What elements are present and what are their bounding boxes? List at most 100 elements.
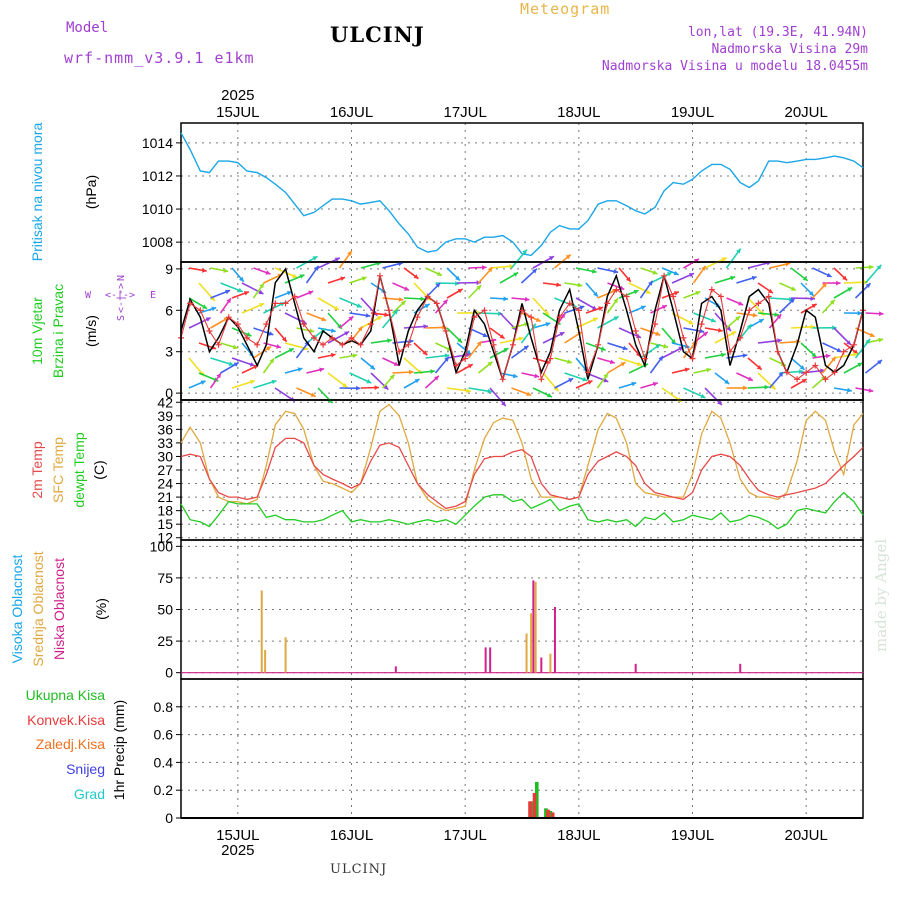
wind-arrow-head — [868, 264, 874, 270]
wind-arrow-head — [842, 275, 848, 281]
wind-arrow-head — [487, 361, 493, 367]
wind-arrow-head — [237, 287, 243, 293]
wind-arrow-head — [553, 386, 559, 392]
y-tick-label: 36 — [157, 421, 173, 437]
wind-arrow-head — [637, 361, 642, 367]
year-label-bottom: 2025 — [221, 842, 254, 859]
wind-gust-marker — [396, 348, 403, 355]
wind-arrow-head — [746, 324, 752, 330]
wind-gust-marker — [234, 321, 241, 328]
x-tick-label-bottom: 18JUL — [557, 827, 600, 844]
wind-arrow-head — [544, 310, 550, 316]
y-tick-label: 50 — [157, 602, 173, 618]
wind-arrow-head — [684, 367, 690, 373]
wind-arrow-head — [613, 316, 619, 321]
wind-arrow-head — [444, 353, 450, 359]
precip-legend-item: Snijeg — [66, 761, 105, 777]
wind-arrow-head — [435, 283, 441, 288]
wind-arrow-head — [758, 319, 764, 324]
wind-arrow-head — [736, 248, 741, 254]
wind-gust-marker — [547, 355, 554, 362]
wind-gust-marker — [348, 334, 355, 341]
wind-arrow-head — [466, 352, 471, 358]
wind-arrow-head — [223, 268, 229, 273]
y-tick-label: 21 — [157, 489, 173, 505]
wind-arrow-head — [565, 254, 571, 260]
wind-arrow-head — [822, 282, 827, 288]
wind-gust-marker — [632, 328, 639, 334]
wind-arrow-head — [545, 322, 551, 327]
wind-arrow-head — [667, 272, 672, 277]
wind-gust-marker — [442, 328, 449, 334]
wind-axis-title-2: Brzina i Pravac — [50, 284, 66, 378]
x-tick-label-bottom: 17JUL — [443, 827, 486, 844]
temp-axis-title-dewpt: dewpt Temp — [71, 432, 87, 507]
wind-arrow-head — [414, 379, 420, 384]
wind-arrow-head — [700, 393, 706, 399]
wind-arrow-head — [347, 250, 352, 256]
wind-arrow-head — [376, 316, 382, 321]
x-tick-label-bottom: 20JUL — [784, 827, 827, 844]
wind-arrow-head — [785, 261, 790, 267]
x-tick-label-bottom: 15JUL — [216, 827, 259, 844]
wind-arrow-head — [393, 309, 398, 315]
wind-gust-marker — [623, 293, 630, 300]
compass-south: S — [116, 315, 127, 321]
cloud-axis-title-high: Visoka Oblacnost — [9, 555, 25, 664]
wind-arrow-head — [613, 298, 618, 304]
wind-arrow-head — [523, 345, 529, 351]
wind-arrow-head — [701, 265, 706, 271]
wind-arrow-head — [756, 365, 762, 370]
wind-gust-marker — [698, 321, 705, 328]
wind-arrow-head — [830, 299, 835, 305]
y-tick-label: 0.6 — [154, 727, 174, 743]
wind-arrow-head — [292, 273, 297, 278]
wind-arrow-head — [266, 346, 272, 351]
precip-legend-item: Ukupna Kisa — [26, 687, 106, 703]
wind-arrow-head — [774, 312, 779, 317]
precip-bar — [535, 781, 539, 818]
y-tick-label: 0 — [165, 385, 173, 401]
wind-gust-marker — [291, 293, 298, 300]
wind-arrow-head — [587, 380, 593, 385]
wind-arrow-head — [645, 289, 651, 294]
wind-arrow-head — [467, 364, 473, 369]
wind-gust-marker — [727, 348, 734, 355]
wind-arrow-head — [592, 317, 598, 322]
wind-arrow-head — [413, 274, 419, 279]
wind-gust-marker — [755, 300, 762, 307]
wind-gust-marker — [206, 328, 213, 334]
wind-arrow-head — [400, 300, 406, 306]
wind-arrow-head — [549, 256, 554, 261]
wind-arrow-head — [501, 401, 506, 407]
wind-gust-marker — [462, 355, 469, 362]
wind-arrow-head — [652, 381, 658, 387]
y-tick-label: 1012 — [142, 168, 173, 184]
precip-bar — [546, 809, 550, 818]
wind-arrow-head — [770, 384, 776, 390]
wind-arrow-head — [314, 265, 319, 271]
compass-rose-v: <-|-> — [116, 283, 127, 313]
y-tick-label: 0 — [165, 810, 173, 826]
wind-arrow-head — [658, 356, 663, 361]
wind-arrow-head — [393, 361, 399, 366]
wind-gust-marker — [746, 307, 753, 314]
wind-arrow-head — [720, 352, 726, 358]
wind-arrow-head — [798, 369, 804, 374]
wind-arrow-head — [366, 379, 372, 384]
wind-gust-marker — [708, 286, 715, 293]
wind-arrow-head — [876, 264, 882, 270]
dewpoint-line — [180, 491, 864, 530]
wind-arrow-head — [310, 392, 316, 397]
y-tick-label: 25 — [157, 633, 173, 649]
wind-arrow-head — [836, 347, 842, 353]
wind-gust-marker — [519, 307, 525, 314]
wind-arrow-head — [288, 348, 294, 353]
wind-arrow-head — [847, 387, 852, 393]
y-tick-label: 18 — [157, 503, 173, 519]
wind-arrow-head — [512, 373, 518, 379]
wind-gust-marker — [215, 341, 222, 348]
wind-arrow-head — [626, 276, 631, 282]
y-tick-label: 1014 — [142, 135, 173, 151]
